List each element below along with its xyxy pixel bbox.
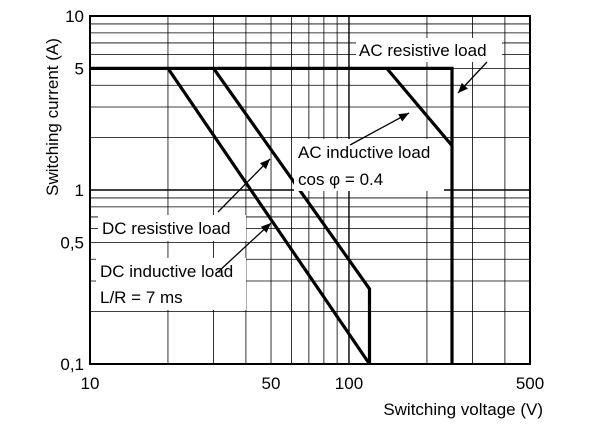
arrow-head [260, 223, 271, 233]
x-tick-label: 50 [262, 374, 281, 393]
x-tick-label: 500 [516, 374, 544, 393]
y-tick-label: 0,1 [60, 355, 84, 374]
dc-inductive-label: DC inductive load [100, 262, 233, 281]
y-tick-label: 1 [75, 181, 84, 200]
series-dc-resistive-load [212, 67, 372, 364]
arrow-dc-resistive [217, 158, 271, 213]
ac-inductive-label: AC inductive load [298, 143, 430, 162]
ac-resistive-label: AC resistive load [359, 41, 487, 60]
x-axis-label: Switching voltage (V) [383, 400, 543, 419]
arrow-head [458, 82, 468, 93]
arrow-head [398, 113, 409, 122]
dc-resistive-label: DC resistive load [102, 219, 231, 238]
dc-inductive-lr-label: L/R = 7 ms [100, 288, 183, 307]
curves [90, 66, 454, 365]
series-ac-resistive-load [90, 66, 454, 364]
arrow-shaft [217, 222, 272, 273]
y-tick-label: 0,5 [60, 233, 84, 252]
arrow-head [259, 159, 270, 170]
x-tick-label: 10 [81, 374, 100, 393]
y-axis-label: Switching current (A) [43, 38, 62, 196]
x-tick-label: 100 [335, 374, 363, 393]
arrow-ac-inductive [349, 112, 410, 146]
arrow-dc-inductive [217, 222, 272, 273]
series-dc-inductive-load [166, 67, 371, 365]
tick-labels: 10 50 100 500 0,1 0,5 1 5 10 [60, 7, 544, 393]
arrow-ac-resistive [457, 61, 488, 94]
ac-resistive-label-bg [356, 38, 502, 62]
arrow-shaft [217, 158, 271, 213]
dc-inductive-label-bg [96, 258, 246, 310]
y-tick-label: 5 [75, 59, 84, 78]
arrows [217, 61, 488, 273]
dc-resistive-label-bg [98, 215, 246, 241]
plot-frame [89, 15, 531, 365]
arrow-shaft [349, 112, 410, 146]
ac-inductive-cos-label: cos φ = 0.4 [298, 170, 383, 189]
label-backgrounds [96, 38, 502, 310]
y-tick-label: 10 [65, 7, 84, 26]
ac-inductive-label-bg [294, 139, 444, 191]
series-ac-inductive-load [385, 67, 454, 147]
